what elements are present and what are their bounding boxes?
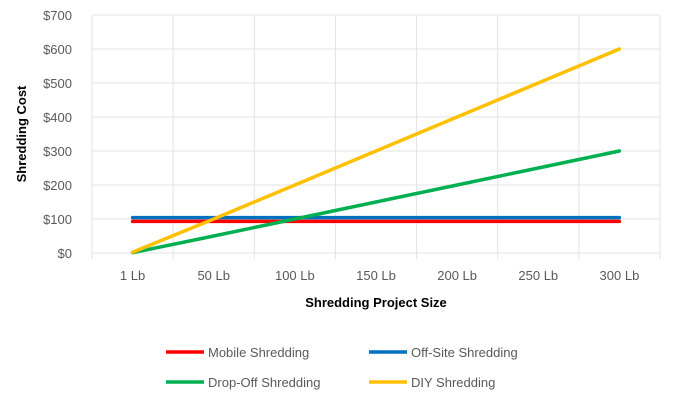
legend-item: DIY Shredding	[369, 375, 495, 390]
x-tick-label: 1 Lb	[120, 268, 145, 283]
y-tick-label: $200	[43, 178, 72, 193]
series-lines	[130, 47, 622, 255]
legend-item: Mobile Shredding	[166, 345, 309, 360]
y-axis-title: Shredding Cost	[14, 85, 29, 182]
legend-item: Off-Site Shredding	[369, 345, 518, 360]
x-tick-label: 250 Lb	[518, 268, 558, 283]
y-tick-label: $100	[43, 212, 72, 227]
series-line-diy-shredding	[130, 47, 622, 255]
x-axis-ticks: 1 Lb 50 Lb 100 Lb 150 Lb 200 Lb 250 Lb 300 Lb	[120, 268, 639, 283]
y-tick-label: $300	[43, 144, 72, 159]
x-tick-label: 150 Lb	[356, 268, 396, 283]
y-tick-label: $500	[43, 76, 72, 91]
x-tick-label: 300 Lb	[600, 268, 640, 283]
legend: Mobile Shredding Off-Site Shredding Drop-O…	[166, 345, 518, 390]
y-tick-label: $0	[58, 246, 72, 261]
x-tick-label: 50 Lb	[197, 268, 230, 283]
legend-label: Drop-Off Shredding	[208, 375, 321, 390]
legend-item: Drop-Off Shredding	[166, 375, 321, 390]
y-tick-label: $400	[43, 110, 72, 125]
legend-label: Mobile Shredding	[208, 345, 309, 360]
x-tick-label: 200 Lb	[437, 268, 477, 283]
legend-label: Off-Site Shredding	[411, 345, 518, 360]
y-axis-ticks: $0 $100 $200 $300 $400 $500 $600 $700	[43, 8, 72, 261]
x-tick-label: 100 Lb	[275, 268, 315, 283]
y-tick-label: $700	[43, 8, 72, 23]
y-tick-label: $600	[43, 42, 72, 57]
x-axis-title: Shredding Project Size	[305, 295, 447, 310]
legend-label: DIY Shredding	[411, 375, 495, 390]
series-line-drop-off-shredding	[130, 149, 622, 255]
